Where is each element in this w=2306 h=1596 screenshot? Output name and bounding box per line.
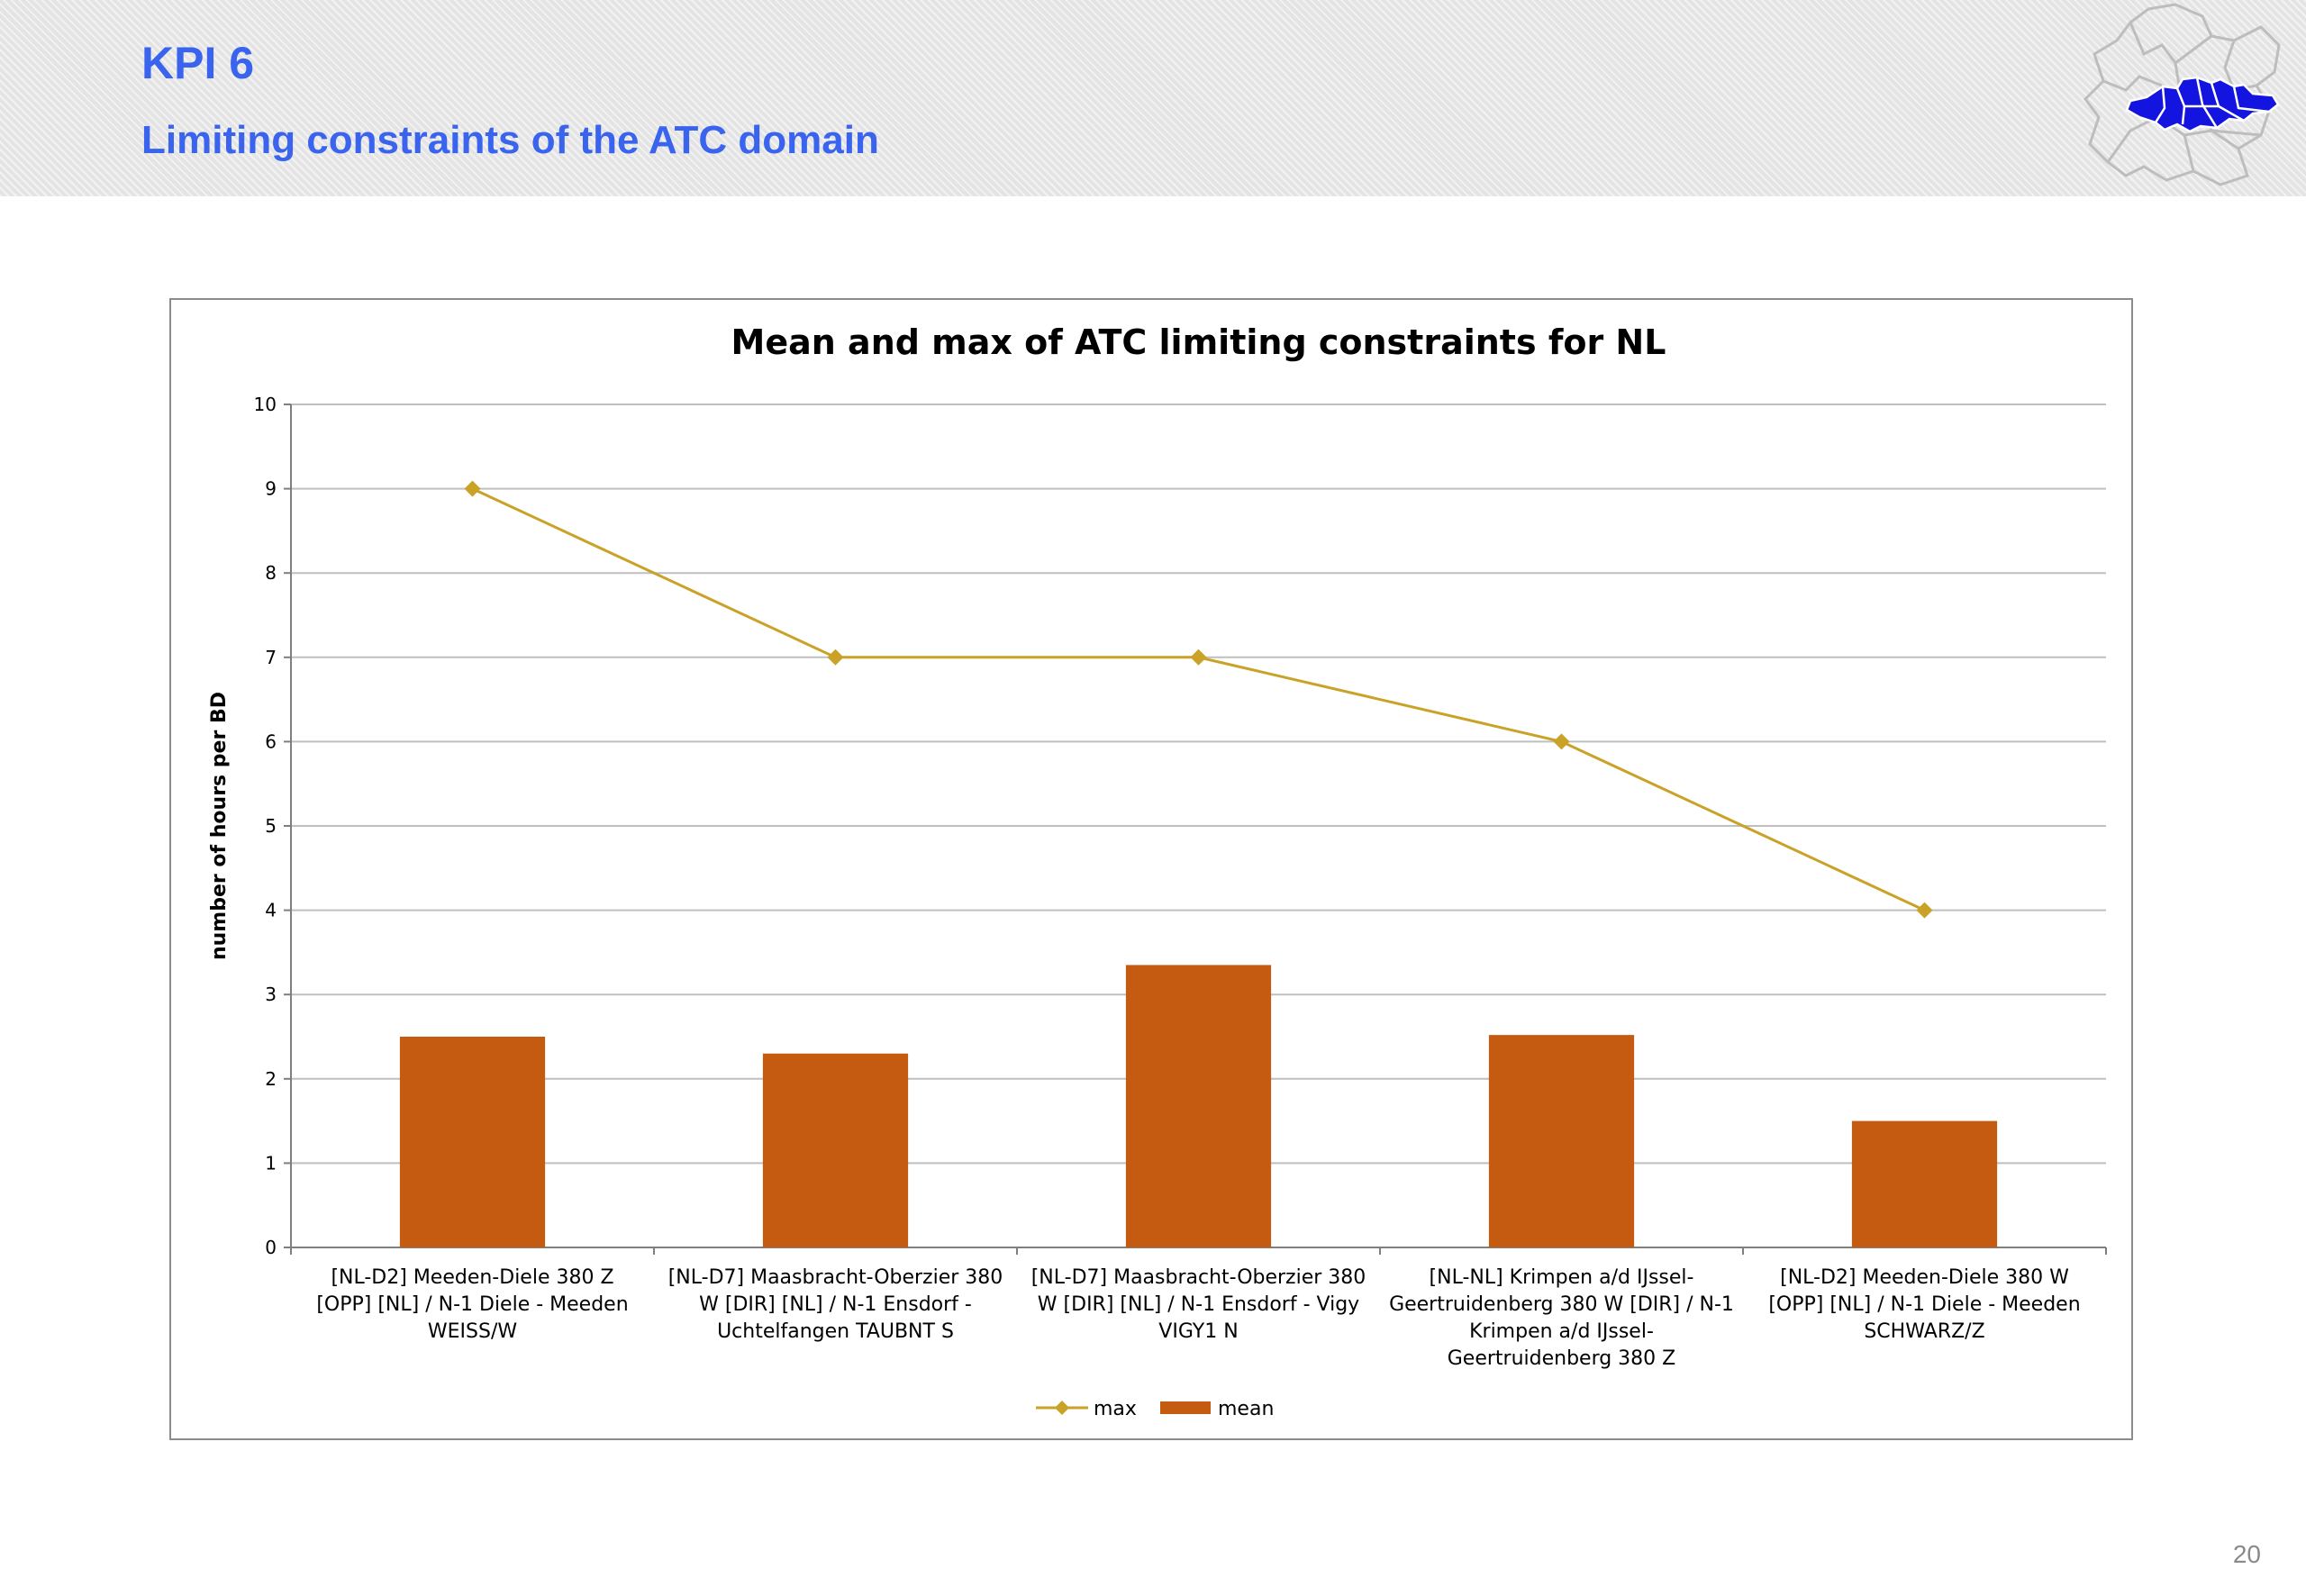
- legend-max-marker: [1055, 1401, 1069, 1415]
- slide-title: KPI 6: [141, 38, 255, 88]
- y-tick-label: 2: [265, 1068, 277, 1090]
- y-tick-label: 6: [265, 730, 277, 752]
- y-tick-label: 5: [265, 815, 277, 837]
- x-tick-label: WEISS/W: [428, 1320, 517, 1343]
- y-tick-label: 0: [265, 1237, 277, 1258]
- legend-max-label: max: [1094, 1398, 1137, 1420]
- y-tick-label: 1: [265, 1152, 277, 1174]
- page-number: 20: [2232, 1540, 2261, 1568]
- mean-bar: [399, 1037, 546, 1247]
- atc-limiting-constraints-chart: Mean and max of ATC limiting constraints…: [208, 322, 2107, 1420]
- x-tick-label: W [DIR] [NL] / N-1 Ensdorf -: [699, 1293, 972, 1316]
- y-tick-label: 10: [254, 394, 277, 415]
- mean-bar: [762, 1053, 909, 1247]
- x-tick-label: [NL-D2] Meeden-Diele 380 W: [1780, 1266, 2069, 1289]
- x-tick-label: Geertruidenberg 380 W [DIR] / N-1: [1389, 1293, 1734, 1316]
- x-tick-label: [NL-NL] Krimpen a/d IJssel-: [1430, 1266, 1694, 1289]
- slide-subtitle: Limiting constraints of the ATC domain: [141, 118, 879, 162]
- x-tick-label: Geertruidenberg 380 Z: [1448, 1347, 1676, 1370]
- legend-mean-label: mean: [1218, 1398, 1274, 1420]
- x-tick-label: [OPP] [NL] / N-1 Diele - Meeden: [1768, 1293, 2080, 1316]
- x-tick-label: Uchtelfangen TAUBNT S: [717, 1320, 954, 1343]
- europe-grid-map-logo: [2084, 3, 2281, 186]
- x-tick-label: SCHWARZ/Z: [1864, 1320, 1984, 1343]
- legend-mean-swatch: [1160, 1401, 1211, 1414]
- chart-title: Mean and max of ATC limiting constraints…: [731, 322, 1666, 362]
- y-tick-label: 9: [265, 478, 277, 500]
- y-tick-label: 8: [265, 562, 277, 584]
- y-tick-label: 4: [265, 900, 277, 921]
- slide-header: KPI 6 Limiting constraints of the ATC do…: [0, 0, 2306, 196]
- max-point-marker: [1553, 733, 1570, 750]
- x-tick-label: [NL-D2] Meeden-Diele 380 Z: [331, 1266, 613, 1289]
- y-tick-label: 7: [265, 647, 277, 668]
- max-series-line: [471, 487, 1926, 911]
- x-tick-label: W [DIR] [NL] / N-1 Ensdorf - Vigy: [1038, 1293, 1359, 1316]
- max-point-marker: [827, 648, 844, 666]
- chart-frame: Mean and max of ATC limiting constraints…: [169, 298, 2133, 1440]
- max-point-marker: [1190, 648, 1207, 666]
- mean-bar: [1488, 1035, 1635, 1247]
- mean-bar: [1125, 965, 1272, 1247]
- mean-bar: [1851, 1120, 1998, 1247]
- x-tick-label: Krimpen a/d IJssel-: [1469, 1320, 1654, 1343]
- y-axis-label: number of hours per BD: [208, 692, 231, 960]
- x-tick-label: [NL-D7] Maasbracht-Oberzier 380: [1031, 1266, 1366, 1289]
- x-tick-label: [OPP] [NL] / N-1 Diele - Meeden: [316, 1293, 628, 1316]
- x-tick-label: VIGY1 N: [1158, 1320, 1238, 1343]
- max-point-marker: [464, 480, 481, 497]
- x-tick-label: [NL-D7] Maasbracht-Oberzier 380: [668, 1266, 1003, 1289]
- max-point-marker: [1916, 902, 1933, 919]
- y-tick-label: 3: [265, 984, 277, 1005]
